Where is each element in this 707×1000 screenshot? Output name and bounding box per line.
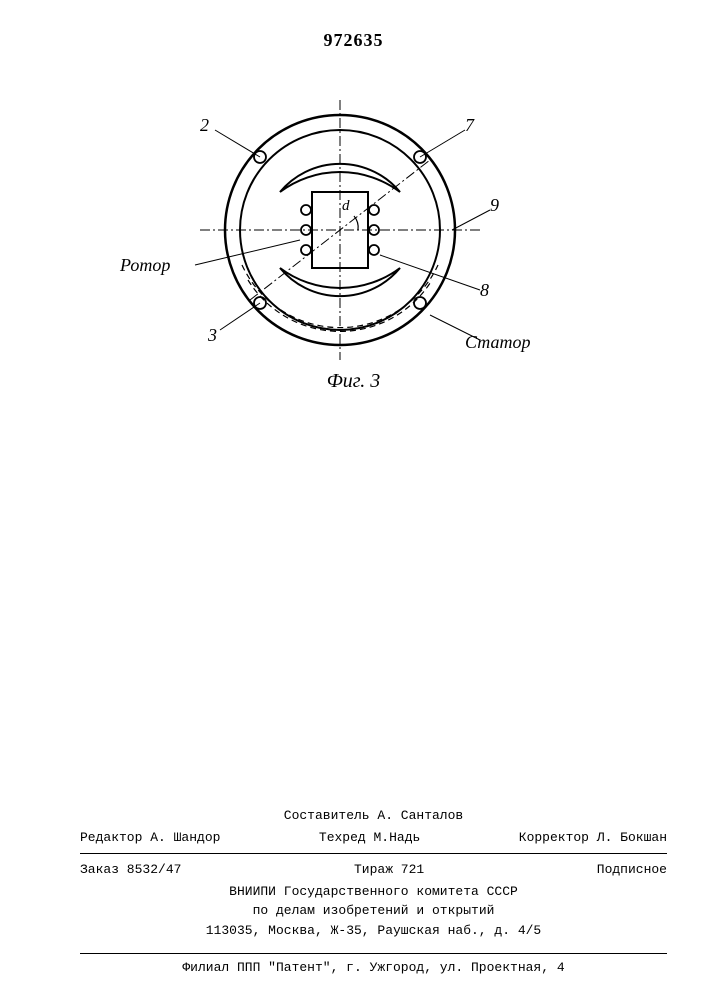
- compiler-line: Составитель А. Санталов: [80, 806, 667, 826]
- branch-line: Филиал ППП "Патент", г. Ужгород, ул. Про…: [80, 953, 667, 975]
- org-line-2: по делам изобретений и открытий: [80, 901, 667, 921]
- tirazh: Тираж 721: [354, 860, 424, 880]
- angle-d: d: [342, 198, 350, 215]
- ref-9: 9: [490, 195, 499, 216]
- figure-3: 2 7 9 8 3 d Ротор Статор: [180, 100, 500, 380]
- divider-1: [80, 853, 667, 854]
- ref-3: 3: [208, 325, 217, 346]
- doc-number: 972635: [0, 30, 707, 51]
- org-line-1: ВНИИПИ Государственного комитета СССР: [80, 882, 667, 902]
- corrector: Корректор Л. Бокшан: [519, 828, 667, 848]
- credits-row: Редактор А. Шандор Техред М.Надь Коррект…: [80, 826, 667, 850]
- ref-7: 7: [465, 115, 474, 136]
- ref-8: 8: [480, 280, 489, 301]
- figure-caption: Фиг. 3: [0, 370, 707, 393]
- address-line: 113035, Москва, Ж-35, Раушская наб., д. …: [80, 921, 667, 941]
- order: Заказ 8532/47: [80, 860, 181, 880]
- techred: Техред М.Надь: [319, 828, 420, 848]
- subscription: Подписное: [597, 860, 667, 880]
- order-row: Заказ 8532/47 Тираж 721 Подписное: [80, 858, 667, 882]
- ref-2: 2: [200, 115, 209, 136]
- editor: Редактор А. Шандор: [80, 828, 220, 848]
- figure-svg: [180, 100, 500, 360]
- label-rotor: Ротор: [120, 255, 170, 276]
- colophon: Составитель А. Санталов Редактор А. Шанд…: [80, 806, 667, 940]
- label-stator: Статор: [465, 332, 530, 353]
